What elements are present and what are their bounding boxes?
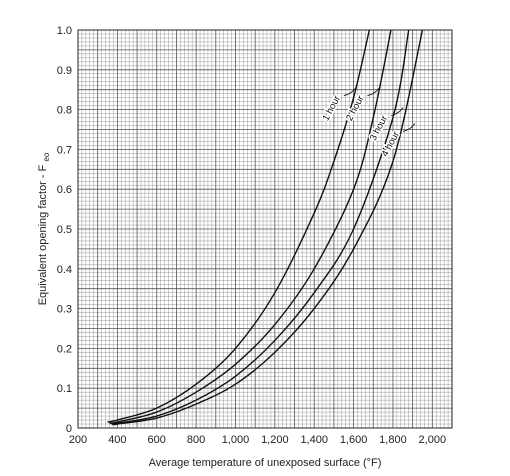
y-tick-label: 0.7	[57, 144, 72, 156]
x-tick-label: 600	[148, 434, 166, 446]
x-tick-label: 1,000	[222, 434, 250, 446]
x-axis-ticks: 200 400 600 800 1,000 1,200 1,400 1,600 1,800 2,0…	[69, 434, 446, 446]
y-tick-label: 0	[66, 423, 72, 435]
y-axis-title-subscript: eo	[42, 152, 51, 161]
y-tick-label: 0.5	[57, 224, 72, 236]
y-tick-label: 0.9	[57, 65, 72, 77]
y-tick-label: 0.4	[57, 264, 72, 276]
curve-4-hour	[112, 29, 424, 426]
x-tick-label: 800	[187, 434, 205, 446]
x-tick-label: 200	[69, 434, 87, 446]
x-tick-label: 1,400	[300, 434, 328, 446]
curve-label-leader	[402, 123, 416, 132]
y-tick-label: 0.8	[57, 105, 72, 117]
curve-label-leader	[343, 87, 357, 97]
y-axis-title-main: Equivalent opening factor - F	[37, 164, 49, 305]
major-grid	[77, 29, 453, 429]
x-tick-label: 2,000	[419, 434, 447, 446]
y-tick-label: 1.0	[57, 25, 72, 37]
x-tick-label: 1,200	[261, 434, 289, 446]
y-tick-label: 0.6	[57, 184, 72, 196]
x-tick-label: 1,800	[379, 434, 407, 446]
curve-3-hour	[111, 29, 410, 425]
y-tick-label: 0.3	[57, 304, 72, 316]
x-axis-title: Average temperature of unexposed surface…	[149, 457, 382, 469]
curve-label-leader	[367, 87, 380, 97]
y-axis-ticks: 0 0.1 0.2 0.3 0.4 0.5 0.6 0.7 0.8 0.9 1.0	[57, 25, 72, 435]
x-tick-label: 400	[108, 434, 126, 446]
curve-label-leader	[391, 107, 404, 116]
curve-2-hour	[109, 29, 392, 424]
curves	[107, 29, 424, 426]
curve-1-hour	[107, 29, 371, 423]
y-axis-title: Equivalent opening factor - F eo	[37, 152, 51, 305]
y-tick-label: 0.1	[57, 383, 72, 395]
x-tick-label: 1,600	[340, 434, 368, 446]
plot-frame	[77, 29, 453, 429]
y-tick-label: 0.2	[57, 343, 72, 355]
